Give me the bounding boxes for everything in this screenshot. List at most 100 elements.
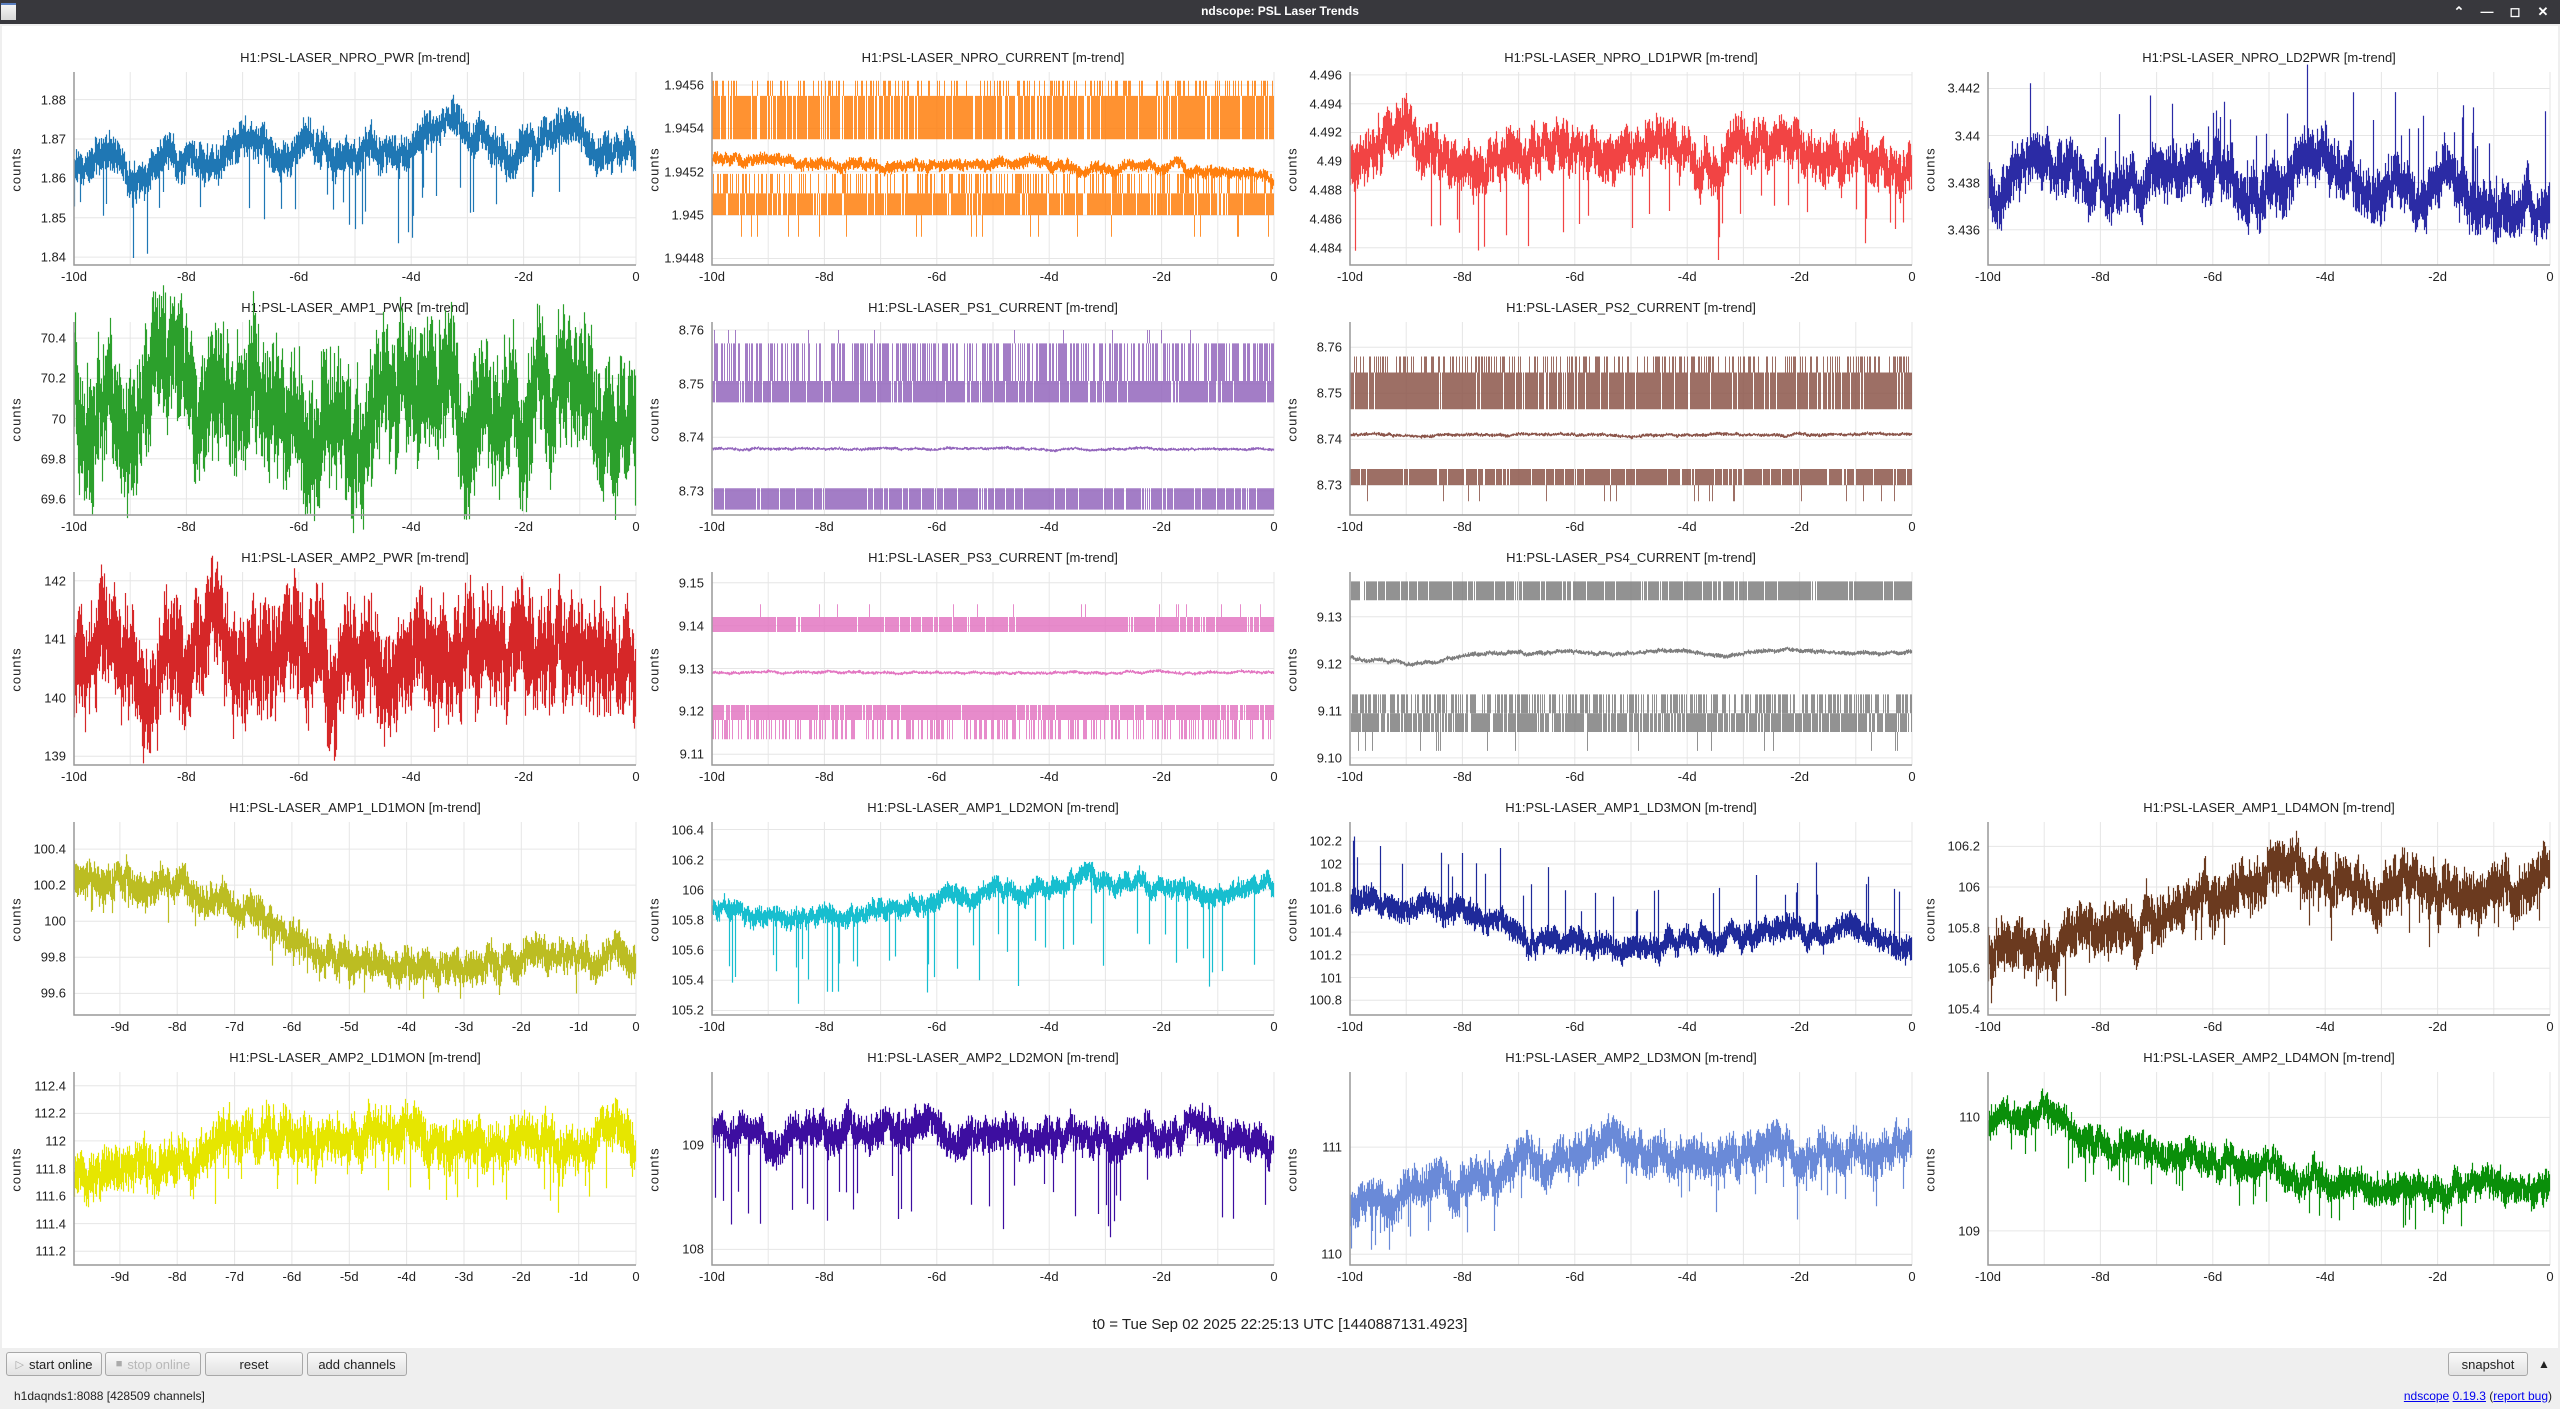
plot-svg[interactable] bbox=[1349, 572, 1913, 766]
plot-svg[interactable] bbox=[73, 555, 637, 766]
plot-panel[interactable]: H1:PSL-LASER_NPRO_LD1PWR [m-trend] counts… bbox=[1284, 48, 1916, 298]
plot-area[interactable] bbox=[1349, 322, 1913, 516]
plot-panel[interactable]: H1:PSL-LASER_NPRO_LD2PWR [m-trend] counts… bbox=[1922, 48, 2554, 298]
plot-panel[interactable]: H1:PSL-LASER_AMP1_PWR [m-trend] counts 69.… bbox=[8, 285, 640, 548]
plot-area[interactable] bbox=[711, 572, 1275, 766]
y-axis-label: counts bbox=[8, 1147, 24, 1192]
y-axis-label: counts bbox=[1922, 1147, 1938, 1192]
plot-panel[interactable]: H1:PSL-LASER_PS1_CURRENT [m-trend] counts… bbox=[646, 298, 1278, 548]
x-tick-label: -8d bbox=[176, 519, 196, 534]
plot-area[interactable] bbox=[1349, 822, 1913, 1016]
plot-panel[interactable]: H1:PSL-LASER_AMP1_LD4MON [m-trend] counts… bbox=[1922, 798, 2554, 1048]
plot-svg[interactable] bbox=[711, 72, 1275, 266]
window-titlebar: ndscope: PSL Laser Trends ⌃ ― ◻ ✕ bbox=[0, 0, 2560, 24]
plot-area[interactable] bbox=[1349, 72, 1913, 266]
plot-area[interactable] bbox=[1987, 1072, 2551, 1266]
plot-svg[interactable] bbox=[1349, 822, 1913, 1016]
plot-area[interactable] bbox=[1349, 572, 1913, 766]
plot-title: H1:PSL-LASER_AMP1_PWR [m-trend] bbox=[241, 300, 469, 315]
ndscope-link[interactable]: ndscope bbox=[2403, 1389, 2450, 1403]
y-tick-label: 4.484 bbox=[1309, 240, 1342, 256]
plot-svg[interactable] bbox=[1987, 1072, 2551, 1266]
plot-panel[interactable]: H1:PSL-LASER_AMP2_LD3MON [m-trend] counts… bbox=[1284, 1048, 1916, 1298]
plot-svg[interactable] bbox=[73, 72, 637, 266]
keep-above-icon[interactable]: ⌃ bbox=[2453, 4, 2465, 19]
trend-band bbox=[1350, 469, 1912, 486]
y-tick-label: 8.73 bbox=[1316, 477, 1342, 493]
version-link[interactable]: 0.19.3 bbox=[2452, 1389, 2486, 1403]
y-tick-label: 108 bbox=[682, 1241, 704, 1257]
report-bug-link[interactable]: report bug bbox=[2493, 1389, 2548, 1403]
plot-svg[interactable] bbox=[73, 285, 637, 534]
x-tick-label: -6d bbox=[927, 269, 947, 284]
maximize-icon[interactable]: ◻ bbox=[2509, 4, 2521, 19]
plot-svg[interactable] bbox=[1987, 64, 2551, 266]
close-icon[interactable]: ✕ bbox=[2537, 4, 2549, 19]
plot-svg[interactable] bbox=[1349, 72, 1913, 266]
plot-svg[interactable] bbox=[1349, 322, 1913, 516]
plot-svg[interactable] bbox=[1349, 1072, 1913, 1266]
plot-svg[interactable] bbox=[73, 1072, 637, 1266]
expand-triangle-icon[interactable]: ▲ bbox=[2538, 1357, 2550, 1371]
y-axis-label: counts bbox=[8, 397, 24, 442]
plot-area[interactable] bbox=[73, 1072, 637, 1266]
x-tick-label: -2d bbox=[514, 269, 533, 284]
y-tick-label: 109 bbox=[1958, 1223, 1980, 1239]
plot-panel[interactable]: H1:PSL-LASER_NPRO_CURRENT [m-trend] count… bbox=[646, 48, 1278, 298]
plot-title: H1:PSL-LASER_NPRO_PWR [m-trend] bbox=[240, 50, 470, 65]
plot-area[interactable] bbox=[711, 72, 1275, 266]
plot-area[interactable] bbox=[1987, 64, 2551, 266]
x-tick-label: -4d bbox=[1039, 1269, 1059, 1284]
minimize-icon[interactable]: ― bbox=[2480, 4, 2494, 19]
plot-panel[interactable]: H1:PSL-LASER_AMP1_LD3MON [m-trend] counts… bbox=[1284, 798, 1916, 1048]
plot-area[interactable] bbox=[73, 822, 637, 1016]
x-tick-label: 0 bbox=[1270, 769, 1278, 784]
plot-panel[interactable]: H1:PSL-LASER_PS3_CURRENT [m-trend] counts… bbox=[646, 548, 1278, 798]
x-tick-label: -10d bbox=[60, 269, 88, 284]
x-tick-label: -4d bbox=[1677, 1269, 1697, 1284]
plot-panel[interactable]: H1:PSL-LASER_NPRO_PWR [m-trend] counts 1.8… bbox=[8, 48, 640, 298]
plot-area[interactable] bbox=[1987, 822, 2551, 1016]
y-axis-label: counts bbox=[646, 897, 662, 942]
plot-panel[interactable]: H1:PSL-LASER_AMP2_LD1MON [m-trend] counts… bbox=[8, 1048, 640, 1298]
plot-panel[interactable]: H1:PSL-LASER_PS2_CURRENT [m-trend] counts… bbox=[1284, 298, 1916, 548]
x-tick-label: -10d bbox=[698, 1019, 726, 1034]
plot-area[interactable] bbox=[711, 1072, 1275, 1266]
plot-panel[interactable]: H1:PSL-LASER_AMP2_LD2MON [m-trend] counts… bbox=[646, 1048, 1278, 1298]
plot-panel[interactable]: H1:PSL-LASER_AMP2_PWR [m-trend] counts 139… bbox=[8, 548, 640, 798]
app-icon[interactable] bbox=[1, 3, 16, 20]
plot-svg[interactable] bbox=[1987, 822, 2551, 1016]
plot-panel[interactable]: H1:PSL-LASER_PS4_CURRENT [m-trend] counts… bbox=[1284, 548, 1916, 798]
plot-panel[interactable]: H1:PSL-LASER_AMP1_LD1MON [m-trend] counts… bbox=[8, 798, 640, 1048]
stop-online-button[interactable]: ■ stop online bbox=[105, 1352, 201, 1376]
trend-band bbox=[1350, 372, 1912, 410]
plot-svg[interactable] bbox=[711, 572, 1275, 766]
x-tick-label: -2d bbox=[1152, 769, 1171, 784]
axis-lines bbox=[1987, 72, 2550, 266]
x-tick-label: -6d bbox=[927, 769, 947, 784]
axis-lines bbox=[1349, 72, 1912, 266]
plot-svg[interactable] bbox=[711, 1072, 1275, 1266]
y-tick-label: 69.8 bbox=[40, 451, 66, 467]
add-channels-button[interactable]: add channels bbox=[307, 1352, 407, 1376]
plot-area[interactable] bbox=[1349, 1072, 1913, 1266]
plot-panel[interactable]: H1:PSL-LASER_AMP2_LD4MON [m-trend] counts… bbox=[1922, 1048, 2554, 1298]
snapshot-button[interactable]: snapshot bbox=[2448, 1352, 2528, 1376]
x-tick-label: 0 bbox=[1908, 769, 1916, 784]
plot-area[interactable] bbox=[73, 555, 637, 766]
plot-svg[interactable] bbox=[711, 822, 1275, 1016]
plot-area[interactable] bbox=[73, 72, 637, 266]
plot-area[interactable] bbox=[711, 322, 1275, 516]
plot-area[interactable] bbox=[73, 285, 637, 534]
reset-button[interactable]: reset bbox=[205, 1352, 303, 1376]
x-tick-label: -2d bbox=[511, 1019, 531, 1034]
x-tick-label: -10d bbox=[1336, 269, 1364, 284]
plot-panel[interactable]: H1:PSL-LASER_AMP1_LD2MON [m-trend] counts… bbox=[646, 798, 1278, 1048]
y-tick-label: 3.436 bbox=[1947, 222, 1980, 238]
start-online-button[interactable]: ▷ start online bbox=[6, 1352, 102, 1376]
y-axis-label: counts bbox=[1284, 1147, 1300, 1192]
plot-area[interactable] bbox=[711, 822, 1275, 1016]
plot-svg[interactable] bbox=[711, 322, 1275, 516]
x-tick-label: -4d bbox=[1677, 1019, 1697, 1034]
plot-svg[interactable] bbox=[73, 822, 637, 1016]
